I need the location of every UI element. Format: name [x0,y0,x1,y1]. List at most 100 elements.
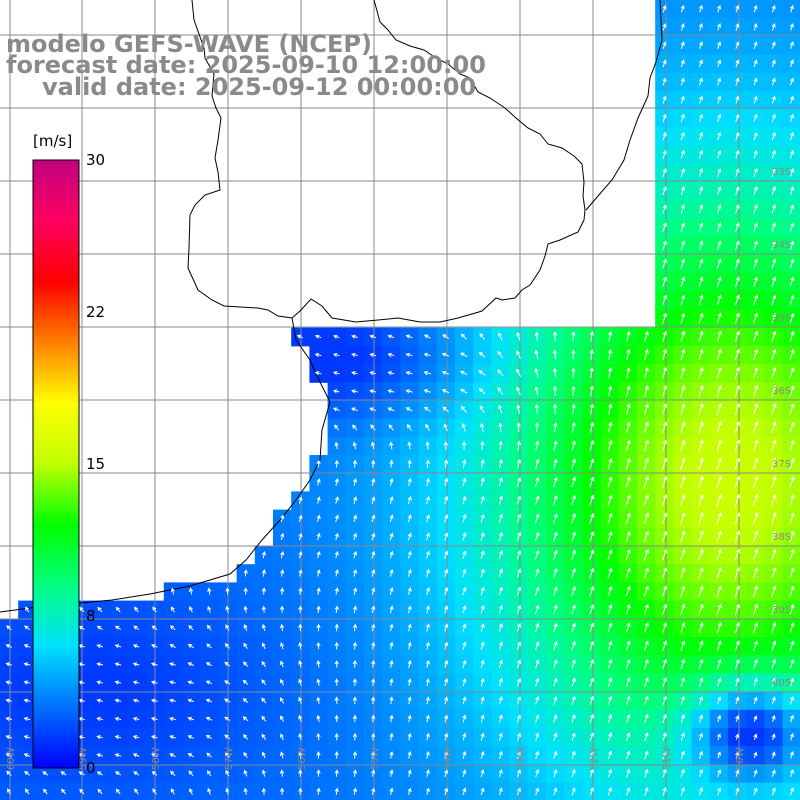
wind-arrow [352,641,358,650]
wind-arrow [371,568,376,577]
wind-arrow [680,713,685,723]
wind-arrow [698,168,704,177]
wind-arrow [23,644,31,649]
wind-arrow [498,458,503,469]
wind-arrow [625,494,631,506]
wind-arrow [735,240,740,251]
wind-arrow [187,643,194,649]
wind-arrow [643,421,649,434]
wind-arrow [789,186,795,196]
wind-arrow [133,625,140,631]
wind-arrow [371,696,376,705]
wind-arrow [114,735,122,740]
wind-arrow [789,769,794,778]
wind-arrow [680,421,686,434]
wind-arrow [132,698,140,703]
wind-arrow [425,423,430,432]
wind-arrow [498,477,503,487]
wind-arrow [771,696,776,705]
wind-arrow [462,769,467,777]
wind-arrow [25,788,30,795]
wind-arrow [261,697,267,704]
wind-arrow [169,644,176,648]
wind-arrow [643,457,649,470]
colorbar-tick-22: 22 [86,303,106,321]
wind-arrow [24,770,31,776]
wind-arrow [734,330,740,342]
wind-arrow [151,770,158,776]
wind-arrow [407,714,412,723]
wind-arrow [425,787,430,796]
wind-arrow [644,786,649,796]
wind-cell [782,782,800,800]
land-mass [188,0,585,322]
wind-arrow [188,587,194,595]
wind-arrow [150,662,158,667]
wind-arrow [680,402,686,416]
wind-arrow [225,605,230,613]
wind-arrow [789,222,795,232]
wind-arrow [589,585,595,597]
wind-arrow [442,334,449,340]
wind-arrow [151,644,158,649]
wind-arrow [698,276,704,287]
wind-arrow [771,567,777,579]
wind-arrow [771,548,777,561]
wind-arrow [680,59,685,68]
wind-arrow [753,131,758,141]
wind-arrow [626,787,631,796]
wind-arrow [662,421,668,434]
wind-arrow [735,276,740,287]
wind-arrow [734,621,740,634]
wind-arrow [534,513,540,524]
wind-arrow [734,530,741,543]
wind-arrow [516,659,522,669]
wind-arrow [607,512,613,524]
wind-arrow [23,680,31,685]
wind-arrow [459,370,468,376]
wind-arrow [334,769,339,777]
wind-arrow [680,186,685,196]
wind-arrow [571,732,576,742]
wind-arrow [425,678,430,687]
wind-arrow [534,422,540,433]
wind-arrow [552,385,558,396]
wind-arrow [607,750,613,760]
wind-arrow [334,696,339,704]
wind-arrow [224,716,231,721]
wind-arrow [535,677,540,687]
wind-arrow [298,714,303,723]
wind-arrow [371,496,376,504]
wind-arrow [571,622,576,633]
wind-arrow [169,753,176,758]
wind-arrow [517,696,522,705]
wind-arrow [643,622,649,633]
wind-arrow [407,605,412,614]
wind-arrow [662,59,667,68]
wind-arrow [407,441,412,450]
wind-arrow [680,131,685,141]
wind-arrow [261,623,266,632]
wind-arrow [535,769,540,778]
wind-arrow [516,350,521,359]
wind-arrow [753,330,759,342]
wind-arrow [480,422,485,432]
wind-arrow [332,389,340,394]
wind-arrow [498,641,503,651]
wind-arrow [535,641,540,651]
longitude-label: 55W [370,747,381,770]
wind-arrow [735,131,740,141]
wind-arrow [661,494,668,507]
wind-arrow [571,458,576,470]
wind-arrow [789,366,795,379]
wind-arrow [626,750,631,760]
wind-arrow [735,733,740,740]
longitude-label: 57W [224,747,235,770]
wind-arrow [298,769,303,777]
wind-arrow [662,713,667,724]
wind-arrow [96,753,104,758]
wind-arrow [625,457,631,470]
wind-arrow [589,640,595,651]
